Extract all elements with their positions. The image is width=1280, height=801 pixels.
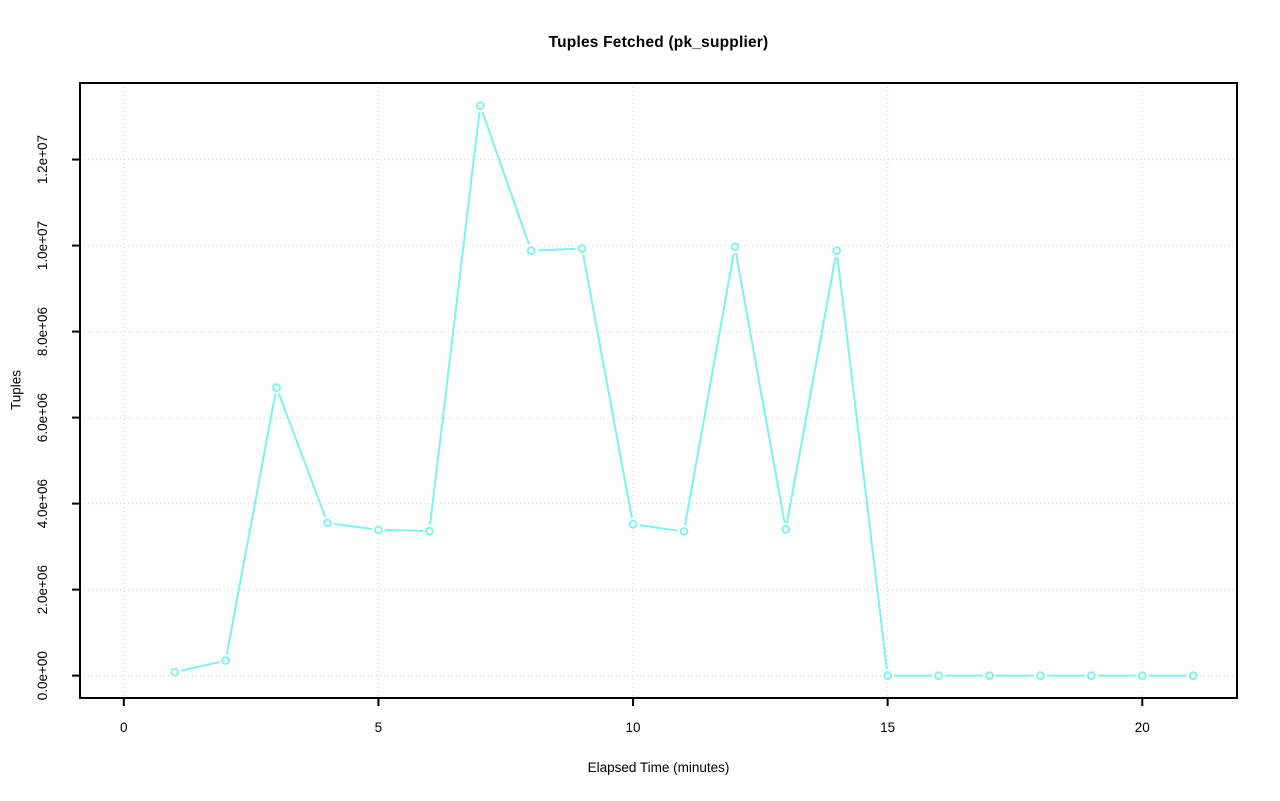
- marker-halo: [983, 669, 997, 683]
- y-tick-label: 2.0e+06: [35, 565, 50, 614]
- y-tick-label: 6.0e+06: [35, 393, 50, 442]
- data-point-marker: [272, 383, 281, 392]
- data-point-marker: [475, 101, 485, 111]
- data-point-marker: [323, 518, 332, 528]
- data-point-marker: [1188, 671, 1198, 680]
- marker-halo: [728, 240, 742, 254]
- data-point-marker: [1036, 671, 1045, 680]
- y-tick-label: 8.0e+06: [35, 307, 50, 356]
- marker-halo: [830, 244, 844, 258]
- marker-halo: [1186, 669, 1200, 683]
- marker-halo: [677, 525, 691, 539]
- marker-halo: [168, 665, 182, 679]
- marker-halo: [473, 99, 487, 113]
- data-point-marker: [883, 671, 893, 680]
- x-tick-label: 0: [120, 720, 128, 735]
- x-tick-label: 10: [626, 720, 641, 735]
- data-point-marker: [628, 519, 638, 529]
- marker-halo: [1135, 669, 1149, 683]
- data-point-marker: [832, 246, 842, 256]
- data-point-marker: [781, 525, 791, 534]
- plot-box: [79, 82, 1238, 699]
- data-point-marker: [934, 671, 943, 680]
- data-point-marker: [526, 246, 536, 256]
- x-tick-label: 15: [880, 720, 895, 735]
- data-point-marker: [730, 242, 740, 252]
- marker-halo: [881, 669, 895, 683]
- y-tick-label: 0.0e+00: [35, 651, 50, 700]
- x-tick-label: 5: [375, 720, 383, 735]
- marker-halo: [626, 517, 640, 531]
- y-tick-label: 4.0e+06: [35, 479, 50, 528]
- data-point-marker: [221, 656, 230, 665]
- marker-halo: [575, 242, 589, 256]
- marker-halo: [1033, 669, 1047, 683]
- data-point-marker: [985, 671, 994, 680]
- y-tick-label: 1.2e+07: [35, 135, 50, 184]
- marker-halo: [320, 516, 334, 530]
- marker-halo: [779, 522, 793, 536]
- x-axis-title: Elapsed Time (minutes): [587, 760, 730, 775]
- marker-halo: [524, 244, 538, 258]
- marker-halo: [932, 669, 946, 683]
- y-tick-label: 1.0e+07: [35, 221, 50, 270]
- data-point-marker: [577, 244, 587, 253]
- data-point-marker: [374, 525, 383, 535]
- data-point-marker: [1087, 671, 1096, 680]
- marker-halo: [270, 380, 284, 394]
- data-point-marker: [1137, 671, 1147, 680]
- marker-halo: [371, 523, 385, 537]
- data-point-marker: [170, 667, 180, 677]
- y-axis-title: Tuples: [8, 369, 24, 411]
- data-point-marker: [424, 526, 434, 536]
- data-point-marker: [679, 527, 689, 536]
- x-tick-label: 20: [1135, 720, 1150, 735]
- marker-halo: [422, 524, 436, 538]
- chart-title: Tuples Fetched (pk_supplier): [548, 34, 769, 51]
- marker-halo: [1084, 669, 1098, 683]
- marker-halo: [219, 654, 233, 668]
